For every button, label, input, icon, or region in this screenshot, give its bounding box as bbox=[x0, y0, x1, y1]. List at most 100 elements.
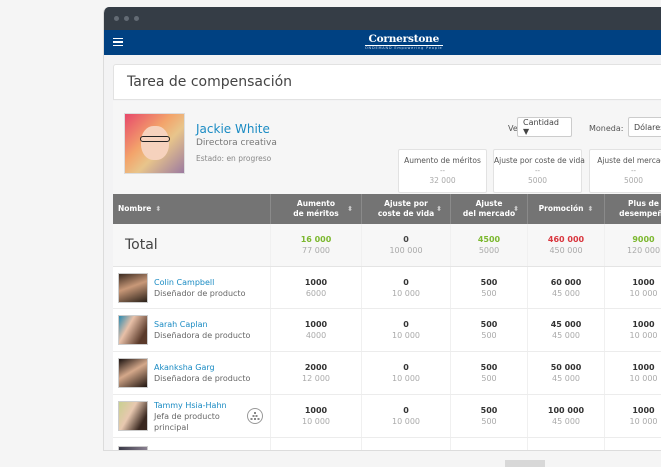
sort-icon[interactable]: ⬍ bbox=[436, 205, 442, 213]
window-dot[interactable] bbox=[134, 16, 139, 21]
avatar bbox=[118, 272, 148, 303]
table-row: Akanksha Garg Diseñadora de producto 2000… bbox=[113, 352, 661, 395]
person-title: Jefa de producto bbox=[154, 411, 220, 421]
summary-value: 5000 bbox=[623, 176, 644, 185]
total-budget: 120 000 bbox=[626, 246, 661, 255]
summary-label: Ajuste del mercado bbox=[597, 156, 661, 165]
value-cell[interactable]: 0 10 000 bbox=[362, 395, 451, 437]
summary-value: 5000 bbox=[527, 176, 548, 185]
summary-box-meritos: Aumento de méritos -- 32 000 bbox=[398, 149, 487, 193]
budget: 4000 bbox=[305, 331, 327, 340]
value-cell[interactable]: 60 000 45 000 bbox=[528, 267, 605, 308]
ver-select[interactable]: Cantidad ▼ bbox=[517, 117, 572, 137]
table-row: Tammy Hsia-Hahn Jefa de producto principal… bbox=[113, 395, 661, 438]
value-cell[interactable]: 1000 4000 bbox=[271, 309, 362, 351]
summary-box-coste-vida: Ajuste por coste de vida -- 5000 bbox=[493, 149, 585, 193]
compensation-table: Nombre ⬍ Aumento de méritos ⬍ Ajuste por c… bbox=[113, 194, 661, 450]
value: 60 000 bbox=[550, 277, 582, 287]
value-cell[interactable]: 1000 10 000 bbox=[605, 352, 661, 394]
total-label: Total bbox=[113, 224, 271, 266]
value: 2000 bbox=[304, 363, 328, 372]
total-value: 460 000 bbox=[547, 235, 585, 244]
total-value: 16 000 bbox=[300, 235, 332, 244]
value-cell[interactable]: 500 500 bbox=[451, 395, 528, 437]
value: 500 bbox=[480, 406, 498, 415]
summary-label: Aumento de méritos bbox=[404, 156, 481, 165]
profile-name[interactable]: Jackie White bbox=[196, 122, 270, 136]
value-cell[interactable]: 1000 10 000 bbox=[605, 395, 661, 437]
avatar bbox=[124, 113, 185, 174]
person-name-link[interactable]: Akanksha Garg bbox=[154, 363, 215, 372]
budget: 10 000 bbox=[392, 417, 420, 426]
value: 1000 bbox=[632, 320, 655, 329]
value-cell[interactable]: 500 500 bbox=[451, 267, 528, 308]
value-cell[interactable]: 50 000 45 000 bbox=[528, 352, 605, 394]
ver-label: Ver: bbox=[508, 124, 524, 133]
profile-panel: Jackie White Directora creativa Estado: … bbox=[113, 101, 661, 194]
person-title: Diseñadora de producto bbox=[154, 374, 251, 383]
value-cell[interactable]: 2000 12 000 bbox=[271, 352, 362, 394]
value: 500 bbox=[480, 320, 498, 329]
value-cell bbox=[451, 438, 528, 450]
total-cell: 0 100 000 bbox=[362, 224, 451, 266]
budget: 10 000 bbox=[629, 288, 658, 298]
value-cell[interactable]: 1000 10 000 bbox=[605, 309, 661, 351]
person-name-link[interactable]: Colin Campbell bbox=[154, 277, 215, 287]
page-title: Tarea de compensación bbox=[127, 74, 293, 90]
column-header-promocion[interactable]: Promoción ⬍ bbox=[528, 194, 605, 224]
total-value: 4500 bbox=[477, 235, 501, 244]
column-label: Ajuste por bbox=[384, 199, 428, 208]
window-chrome bbox=[104, 7, 661, 30]
budget: 500 bbox=[481, 331, 497, 340]
value-cell[interactable]: 500 500 bbox=[451, 309, 528, 351]
summary-dash: -- bbox=[439, 167, 446, 175]
budget: 10 000 bbox=[629, 374, 658, 383]
summary-dash: -- bbox=[630, 167, 637, 175]
sort-icon[interactable]: ⬍ bbox=[513, 205, 519, 213]
sort-icon[interactable]: ⬍ bbox=[347, 205, 353, 213]
app-header: Cornerstone ONDEMAND Empowering People bbox=[104, 30, 661, 55]
column-header-plus-desempeno[interactable]: Plus dedesempeño bbox=[605, 194, 661, 224]
value-cell[interactable]: 0 10 000 bbox=[362, 309, 451, 351]
value-cell[interactable]: 0 10 000 bbox=[362, 267, 451, 308]
value-cell[interactable]: 1000 10 000 bbox=[271, 395, 362, 437]
horizontal-scrollbar-thumb[interactable] bbox=[505, 460, 545, 467]
value-cell[interactable]: 100 000 45 000 bbox=[528, 395, 605, 437]
avatar bbox=[118, 315, 148, 345]
person-name-link[interactable]: Tammy Hsia-Hahn bbox=[154, 400, 227, 410]
value: 1000 bbox=[632, 406, 655, 415]
value: 1000 bbox=[304, 277, 328, 287]
column-header-nombre[interactable]: Nombre ⬍ bbox=[113, 194, 271, 224]
window-dot[interactable] bbox=[124, 16, 129, 21]
value-cell[interactable]: 1000 10 000 bbox=[605, 267, 661, 308]
value-cell[interactable]: 45 000 45 000 bbox=[528, 309, 605, 351]
value-cell[interactable]: 0 10 000 bbox=[362, 352, 451, 394]
budget: 500 bbox=[481, 417, 497, 426]
logo-name: Cornerstone bbox=[368, 33, 440, 45]
value: 50 000 bbox=[550, 363, 582, 372]
total-row: Total 16 000 77 000 0 100 000 4500 5000 460… bbox=[113, 224, 661, 267]
hamburger-menu-icon[interactable] bbox=[113, 36, 123, 48]
total-budget: 77 000 bbox=[302, 246, 330, 255]
value-cell[interactable]: 1000 6000 bbox=[271, 267, 362, 308]
person-name-link[interactable]: Sarah Caplan bbox=[154, 320, 208, 329]
total-budget: 5000 bbox=[478, 246, 500, 255]
budget: 6000 bbox=[305, 288, 327, 298]
sort-icon[interactable]: ⬍ bbox=[155, 205, 162, 213]
value-cell bbox=[528, 438, 605, 450]
summary-value: 32 000 bbox=[429, 176, 456, 185]
column-header-meritos[interactable]: Aumento de méritos ⬍ bbox=[271, 194, 362, 224]
page-title-card: Tarea de compensación bbox=[113, 64, 661, 100]
column-header-mercado[interactable]: Ajuste del mercado ⬍ bbox=[451, 194, 528, 224]
column-header-coste-vida[interactable]: Ajuste por coste de vida ⬍ bbox=[362, 194, 451, 224]
window-dot[interactable] bbox=[114, 16, 119, 21]
org-chart-icon[interactable] bbox=[247, 408, 263, 424]
table-header: Nombre ⬍ Aumento de méritos ⬍ Ajuste por c… bbox=[113, 194, 661, 224]
total-budget: 450 000 bbox=[549, 246, 583, 255]
summary-box-mercado: Ajuste del mercado -- 5000 bbox=[589, 149, 661, 193]
table-row: Colin Campbell Diseñador de producto 1000… bbox=[113, 267, 661, 309]
value: 1000 bbox=[632, 277, 655, 287]
value-cell[interactable]: 500 500 bbox=[451, 352, 528, 394]
sort-icon[interactable]: ⬍ bbox=[587, 205, 594, 213]
moneda-select[interactable]: Dólares bbox=[628, 117, 661, 137]
